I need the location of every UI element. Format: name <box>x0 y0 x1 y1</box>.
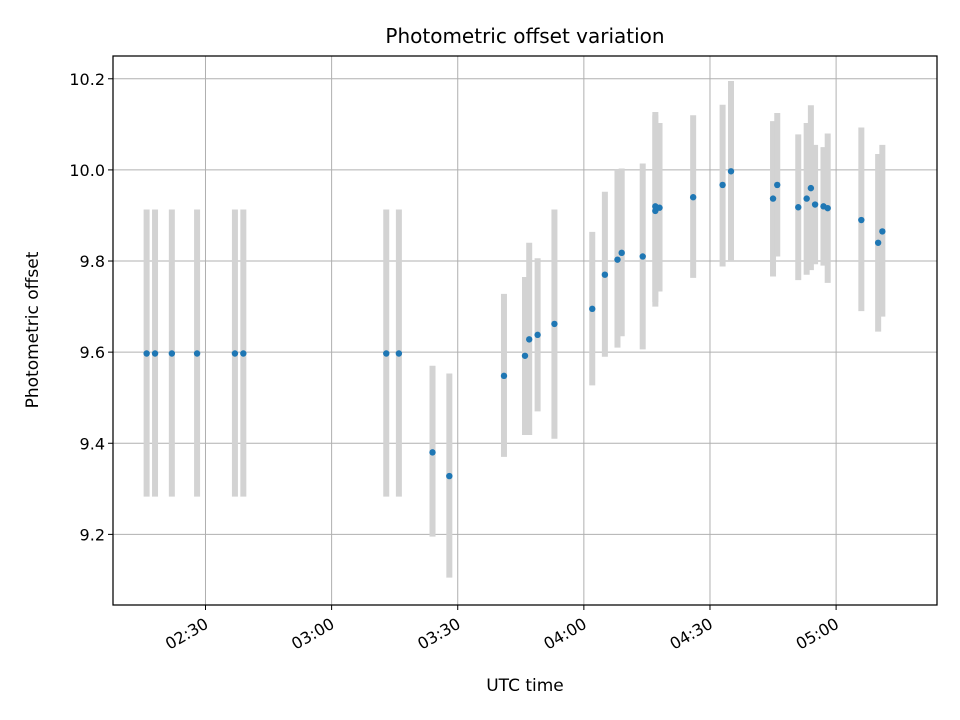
y-tick-label: 9.2 <box>80 525 105 544</box>
data-point <box>521 352 529 359</box>
data-point <box>383 350 390 357</box>
data-point <box>618 249 625 257</box>
data-point <box>395 350 403 357</box>
data-point <box>231 350 239 357</box>
data-point <box>551 320 558 328</box>
data-point <box>689 194 697 201</box>
data-point <box>193 350 201 357</box>
data-point <box>429 449 436 456</box>
y-axis-label: Photometric offset <box>23 251 43 408</box>
data-point <box>240 350 247 357</box>
data-point <box>879 228 886 235</box>
chart-title: Photometric offset variation <box>385 24 664 48</box>
x-axis-label: UTC time <box>486 676 564 696</box>
y-tick-label: 10.2 <box>69 70 105 89</box>
data-point <box>168 350 176 357</box>
data-point <box>858 216 865 224</box>
data-point <box>589 305 596 313</box>
data-point <box>534 331 541 339</box>
y-tick-label: 9.4 <box>80 434 105 453</box>
data-point <box>719 181 726 189</box>
data-point <box>795 204 802 211</box>
data-point <box>656 204 663 211</box>
data-point <box>143 350 150 357</box>
data-point <box>151 350 159 357</box>
data-point <box>811 201 819 208</box>
data-point <box>614 256 621 263</box>
plot-area-frame <box>112 55 938 606</box>
y-tick-label: 9.6 <box>80 343 105 362</box>
data-point <box>639 253 646 260</box>
data-point <box>824 204 831 212</box>
data-point <box>769 195 777 202</box>
y-tick-label: 9.8 <box>80 252 105 271</box>
y-axis: 9.2 9.4 9.6 9.8 10.0 10.2 <box>69 70 113 544</box>
data-point <box>727 168 735 175</box>
data-point <box>601 271 609 278</box>
data-point <box>807 184 815 192</box>
y-tick-label: 10.0 <box>69 161 105 180</box>
data-point <box>874 239 882 246</box>
data-point <box>446 472 453 480</box>
data-point <box>803 195 810 202</box>
data-point <box>500 372 508 380</box>
data-point <box>774 181 781 189</box>
data-point <box>526 336 533 343</box>
data-points <box>143 168 886 480</box>
